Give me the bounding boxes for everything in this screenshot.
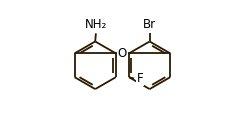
Text: F: F [136, 72, 143, 85]
Text: O: O [117, 47, 127, 60]
Text: Br: Br [142, 18, 155, 31]
Text: NH₂: NH₂ [84, 18, 107, 31]
